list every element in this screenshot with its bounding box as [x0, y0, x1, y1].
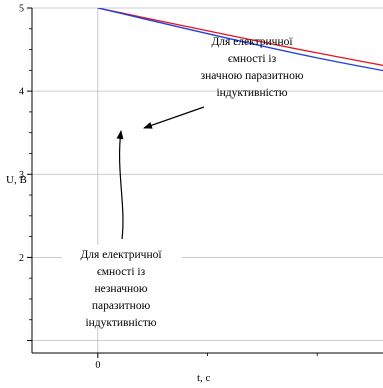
x-tick-label-0: 0 — [95, 360, 100, 371]
annotation-upper-line-3: значною паразитною — [201, 70, 304, 82]
axes — [27, 7, 383, 358]
y-tick-label-3: 4 — [19, 87, 24, 98]
annotation-upper-arrow — [143, 106, 205, 129]
annotation-upper-line-2: ємності із — [228, 53, 277, 65]
y-tick-label-2: 3 — [19, 170, 24, 181]
y-tick-label-1: 2 — [19, 253, 24, 264]
annotation-lower-line-1: Для електричної — [80, 249, 162, 261]
annotation-upper-line-1: Для електричної — [211, 36, 293, 48]
y-tick-label-4: 5 — [19, 4, 24, 15]
x-axis-label: t, c — [197, 372, 211, 384]
annotation-upper: Для електричної ємності із значною параз… — [201, 36, 304, 99]
annotation-lower-line-4: паразитною — [92, 300, 151, 312]
annotation-lower-line-3: незначною — [94, 283, 147, 295]
annotation-lower-arrow — [116, 130, 124, 240]
annotation-lower-background — [62, 245, 182, 325]
annotation-lower: Для електричної ємності із незначною пар… — [62, 245, 182, 329]
annotation-lower-line-2: ємності із — [97, 266, 146, 278]
annotation-lower-line-5: індуктивністю — [85, 317, 156, 329]
y-axis-label: U, B — [6, 174, 27, 186]
annotation-upper-line-4: індуктивністю — [216, 87, 287, 99]
tick-labels: 00.000010.000020.000030.000040.000050.00… — [19, 4, 100, 372]
